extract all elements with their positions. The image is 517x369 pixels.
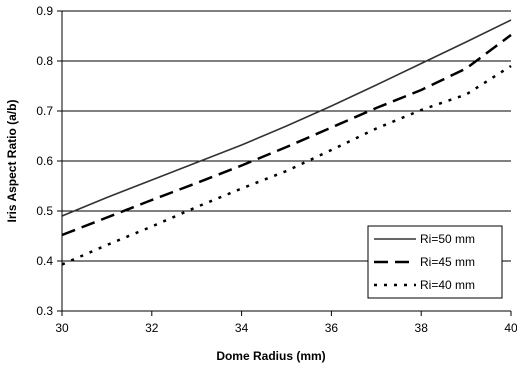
x-tick-label: 32 (145, 321, 159, 335)
series-line-3 (61, 64, 512, 266)
x-tick-label: 38 (415, 321, 429, 335)
y-tick-label: 0.7 (36, 104, 53, 118)
legend-box (367, 225, 503, 299)
legend-label: Ri=45 mm (420, 255, 475, 269)
series-line-1 (61, 19, 512, 217)
series-line-2 (61, 33, 512, 237)
y-tick-label: 0.5 (36, 204, 53, 218)
x-tick-label: 40 (504, 321, 517, 335)
y-tick-label: 0.4 (36, 254, 53, 268)
y-tick-label: 0.3 (36, 304, 53, 318)
x-tick-label: 34 (235, 321, 249, 335)
y-axis-label: Iris Aspect Ratio (a/b) (5, 100, 19, 223)
x-tick-label: 36 (325, 321, 339, 335)
series-lines (61, 19, 512, 266)
gridlines (62, 10, 511, 262)
x-tick-label: 30 (55, 321, 69, 335)
legend: Ri=50 mm Ri=45 mm Ri=40 mm (367, 225, 503, 299)
x-axis-label: Dome Radius (mm) (216, 349, 325, 363)
legend-label: Ri=40 mm (420, 278, 475, 292)
y-tick-label: 0.8 (36, 54, 53, 68)
y-tick-label: 0.9 (36, 4, 53, 18)
tick-labels: 0.3 0.4 0.5 0.6 0.7 0.8 0.9 30 32 34 36 38 40 (36, 4, 517, 335)
y-tick-label: 0.6 (36, 154, 53, 168)
legend-label: Ri=50 mm (420, 232, 475, 246)
